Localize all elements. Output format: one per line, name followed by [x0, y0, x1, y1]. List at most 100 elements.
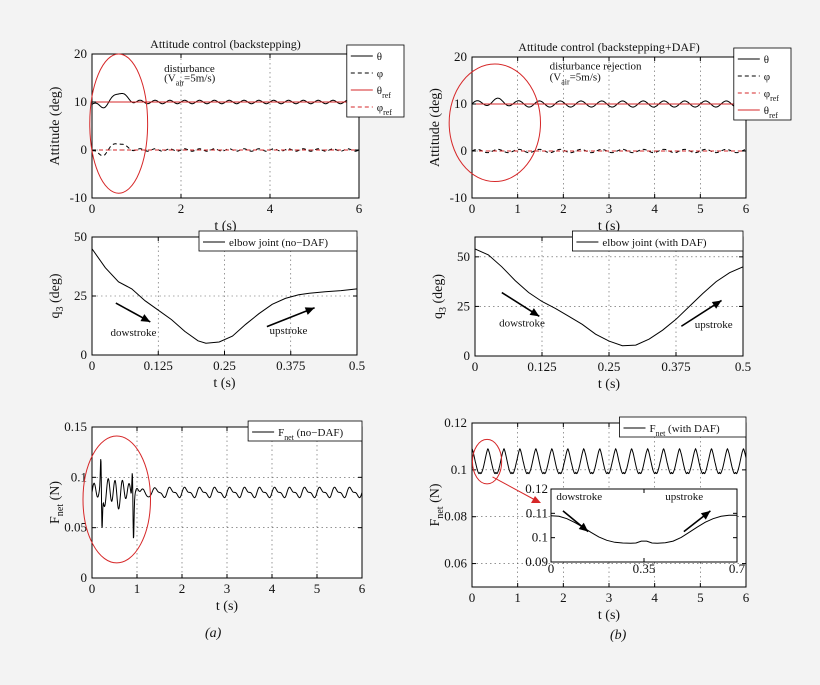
x-axis-label: t (s) — [214, 219, 237, 234]
x-tick-label: 6 — [356, 201, 363, 216]
y-tick-label: 0 — [81, 570, 88, 585]
y-tick-label: 0 — [464, 348, 471, 363]
x-tick-label: 1 — [134, 581, 141, 596]
x-tick-label: 0 — [548, 561, 555, 576]
annotation-arrowhead — [578, 522, 589, 532]
y-tick-label: 0.15 — [64, 419, 87, 434]
y-tick-label: 0.1 — [532, 530, 548, 545]
legend: elbow joint (with DAF) — [572, 230, 744, 252]
x-tick-label: 0 — [89, 581, 96, 596]
y-tick-label: 0.05 — [64, 520, 87, 535]
x-tick-label: 2 — [560, 201, 567, 216]
x-tick-label: 1 — [514, 201, 521, 216]
annotation-arrowhead — [529, 308, 540, 317]
legend-box — [247, 420, 363, 442]
x-tick-label: 0.125 — [144, 358, 173, 373]
y-tick-label: 25 — [457, 298, 470, 313]
legend-label: φref — [377, 102, 393, 117]
series-line-0 — [475, 248, 743, 347]
x-tick-label: 2 — [179, 581, 186, 596]
series-line-0 — [92, 248, 357, 344]
x-tick-label: 0 — [469, 201, 476, 216]
highlight-ellipse — [448, 63, 542, 183]
x-axis-label: t (s) — [216, 599, 239, 614]
annotation-text: upstroke — [665, 491, 703, 503]
legend-label: θ — [764, 54, 769, 66]
y-tick-label: 0.12 — [525, 481, 548, 496]
x-tick-label: 1 — [514, 590, 521, 605]
y-tick-label: -10 — [450, 190, 467, 205]
y-axis-label: Attitude (deg) — [428, 88, 443, 167]
x-tick-label: 0.125 — [527, 359, 556, 374]
x-tick-label: 2 — [560, 590, 567, 605]
x-tick-label: 0.35 — [633, 561, 656, 576]
series-group — [475, 248, 743, 347]
x-tick-label: 0.5 — [349, 358, 365, 373]
y-tick-label: 0.09 — [525, 554, 548, 569]
series-line-0 — [92, 459, 362, 539]
y-axis-label: q3 (deg) — [431, 274, 449, 319]
legend-label: φref — [764, 88, 780, 103]
x-tick-label: 5 — [697, 590, 704, 605]
annotation-text: (Vair=5m/s) — [550, 72, 602, 87]
y-axis-label: Attitude (deg) — [48, 86, 63, 165]
chart-title: Attitude control (backstepping) — [150, 37, 301, 51]
y-tick-label: 10 — [74, 94, 87, 109]
annotation-text: dowstroke — [499, 317, 545, 329]
x-tick-label: 6 — [359, 581, 366, 596]
inset-connector-head — [531, 496, 541, 503]
plot-frame — [91, 53, 360, 199]
annotation-text: (Vair=5m/s) — [164, 72, 216, 87]
y-tick-label: 20 — [74, 46, 87, 61]
x-tick-label: 4 — [267, 201, 274, 216]
y-tick-label: 0 — [461, 143, 468, 158]
legend-label: θref — [377, 85, 391, 100]
y-tick-label: 50 — [457, 249, 470, 264]
x-axis-label: t (s) — [598, 608, 621, 623]
x-tick-label: 0 — [469, 590, 476, 605]
caption-a: (a) — [205, 626, 222, 641]
legend-box — [619, 416, 747, 438]
x-tick-label: 6 — [743, 590, 750, 605]
caption-b: (b) — [610, 628, 627, 643]
x-tick-label: 5 — [314, 581, 321, 596]
legend-box — [346, 44, 405, 118]
legend-label: θ — [377, 51, 382, 63]
x-tick-label: 0.25 — [598, 359, 621, 374]
x-tick-label: 0 — [89, 201, 96, 216]
legend-label: φ — [764, 71, 770, 83]
legend-label: Fnet (with DAF) — [650, 423, 721, 438]
x-tick-label: 3 — [606, 201, 613, 216]
legend-box — [572, 230, 744, 252]
series-group — [92, 93, 359, 157]
annotation-text: dowstroke — [556, 491, 602, 503]
x-tick-label: 0.25 — [213, 358, 236, 373]
x-tick-label: 4 — [651, 590, 658, 605]
y-axis-label: Fnet (N) — [48, 481, 66, 524]
x-tick-label: 3 — [606, 590, 613, 605]
chart-q3-b: 0 0.125 0.25 0.375 0.5 0 25 50 dowstroke upstroke… — [431, 230, 751, 392]
chart-title: Attitude control (backstepping+DAF) — [518, 40, 699, 54]
y-tick-label: 0.1 — [71, 469, 87, 484]
x-tick-label: 0.5 — [735, 359, 751, 374]
highlight-ellipse — [89, 53, 149, 194]
annotation-text: disturbance — [164, 63, 215, 75]
y-tick-label: -10 — [70, 190, 87, 205]
series-group — [92, 248, 357, 344]
y-axis-label: q3 (deg) — [48, 273, 66, 318]
legend-label: θref — [764, 105, 778, 120]
series-line-0 — [472, 447, 746, 475]
y-tick-label: 0.1 — [451, 462, 467, 477]
y-tick-label: 25 — [74, 288, 87, 303]
legend-label: φ — [377, 68, 383, 80]
legend-box — [733, 47, 792, 121]
annotation-arrowhead — [711, 300, 722, 309]
legend: Fnet (with DAF) — [619, 416, 747, 438]
y-tick-label: 0.11 — [526, 505, 548, 520]
annotation-arrowhead — [140, 314, 151, 322]
legend: elbow joint (no−DAF) — [198, 230, 358, 252]
legend: Fnet (no−DAF) — [247, 420, 363, 442]
annotation-text: dowstroke — [111, 327, 157, 339]
